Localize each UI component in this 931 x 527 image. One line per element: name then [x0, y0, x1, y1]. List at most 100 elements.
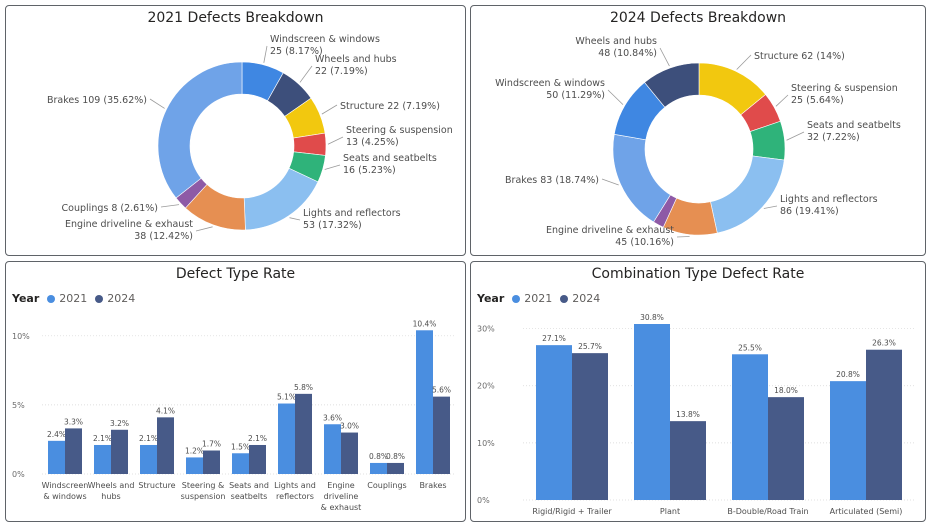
- slice-wheels-and-hubs: [644, 62, 700, 108]
- slice-label-windscreen-windows: Windscreen & windows: [495, 78, 605, 89]
- slice-label-brakes: Brakes 109 (35.62%): [47, 95, 147, 106]
- data-label-2021-windscreen-windows: 2.4%: [47, 430, 66, 439]
- panel-2024-breakdown: 2024 Defects Breakdown Structure 62 (14%…: [470, 5, 926, 256]
- slice-value-steering-suspension: 13 (4.25%): [346, 137, 399, 148]
- y-tick-label: 0%: [12, 470, 25, 479]
- x-tick-label-seats-and-seatbelts: Seats and: [229, 481, 269, 490]
- slice-label-seats-and-seatbelts: Seats and seatbelts: [807, 120, 901, 131]
- bar-2024-plant: [670, 421, 706, 500]
- leader-line-brakes: [601, 178, 619, 186]
- leader-line-lights-and-reflectors: [289, 217, 301, 221]
- bar-2021-plant: [634, 324, 670, 500]
- x-tick-label-windscreen-windows: & windows: [43, 492, 86, 501]
- y-tick-label: 30%: [477, 325, 495, 334]
- bar-2021-steering-suspension: [186, 457, 203, 474]
- leader-line-engine-driveline-exhaust: [676, 236, 690, 238]
- legend-swatch-2024: [95, 294, 104, 303]
- bar-2021-brakes: [416, 330, 433, 474]
- slice-label-structure: Structure 22 (7.19%): [340, 101, 440, 112]
- data-label-2021-seats-and-seatbelts: 1.5%: [231, 442, 250, 451]
- slice-label-steering-suspension: Steering & suspension: [791, 83, 898, 94]
- data-label-2021-wheels-and-hubs: 2.1%: [93, 434, 112, 443]
- legend-label-2021[interactable]: 2021: [59, 292, 88, 305]
- leader-line-engine-driveline-exhaust: [195, 226, 213, 232]
- bar-2021-engine-driveline-exhaust: [324, 424, 341, 474]
- leader-line-wheels-and-hubs: [659, 47, 670, 67]
- slice-label-lights-and-reflectors: Lights and reflectors: [303, 208, 401, 219]
- bar-2024-rigid-rigid-trailer: [572, 353, 608, 500]
- y-tick-label: 10%: [12, 332, 30, 341]
- data-label-2024-structure: 4.1%: [156, 406, 175, 415]
- data-label-2021-lights-and-reflectors: 5.1%: [277, 393, 296, 402]
- x-tick-label-rigid-rigid-trailer: Rigid/Rigid + Trailer: [532, 507, 612, 516]
- slice-label-lights-and-reflectors: Lights and reflectors: [780, 194, 878, 205]
- bar-2024-wheels-and-hubs: [111, 429, 128, 474]
- data-label-2024-lights-and-reflectors: 5.8%: [294, 383, 313, 392]
- data-label-2024-couplings: 0.8%: [386, 452, 405, 461]
- slice-label-steering-suspension: Steering & suspension: [346, 125, 453, 136]
- leader-line-steering-suspension: [775, 94, 789, 107]
- x-tick-label-steering-suspension: Steering &: [182, 481, 225, 490]
- slice-label-wheels-and-hubs: Wheels and hubs: [315, 54, 397, 65]
- leader-line-windscreen-windows: [607, 89, 624, 105]
- x-tick-label-engine-driveline-exhaust: driveline: [324, 492, 359, 501]
- leader-line-windscreen-windows: [263, 45, 268, 63]
- data-label-2024-brakes: 5.6%: [432, 386, 451, 395]
- legend-title: Year: [477, 292, 505, 305]
- bar-2021-couplings: [370, 462, 387, 474]
- slice-label-couplings: Couplings 8 (2.61%): [62, 203, 158, 214]
- panel-defect-type-rate: Defect Type Rate Year 2021 2024 0% 5% 10% 2…: [5, 261, 466, 522]
- slice-label-seats-and-seatbelts: Seats and seatbelts: [343, 153, 437, 164]
- bar-2021-b-double-road-train: [732, 354, 768, 500]
- legend-label-2024[interactable]: 2024: [107, 292, 136, 305]
- data-label-2024-steering-suspension: 1.7%: [202, 440, 221, 449]
- bar-2021-lights-and-reflectors: [278, 403, 295, 474]
- bar-chart-defect-type: 0% 5% 10% 2.4% 3.3% Windscreen & windows 2.1% 3.…: [12, 319, 456, 512]
- x-tick-label-plant: Plant: [660, 507, 680, 516]
- data-label-2024-seats-and-seatbelts: 2.1%: [248, 434, 267, 443]
- leader-line-seats-and-seatbelts: [324, 164, 341, 170]
- y-tick-label: 20%: [477, 382, 495, 391]
- data-label-2021-articulated-semi: 20.8%: [836, 370, 860, 379]
- bar-2021-rigid-rigid-trailer: [536, 345, 572, 500]
- bar-2024-structure: [157, 417, 174, 474]
- legend-label-2024[interactable]: 2024: [572, 292, 601, 305]
- x-tick-label-steering-suspension: suspension: [181, 492, 226, 501]
- slice-value-engine-driveline-exhaust: 45 (10.16%): [615, 237, 674, 248]
- x-tick-label-lights-and-reflectors: Lights and: [274, 481, 316, 490]
- leader-line-brakes: [149, 98, 165, 109]
- data-label-2021-plant: 30.8%: [640, 313, 664, 322]
- slice-value-seats-and-seatbelts: 32 (7.22%): [807, 132, 860, 143]
- data-label-2024-b-double-road-train: 18.0%: [774, 386, 798, 395]
- leader-line-structure: [736, 54, 752, 70]
- chart-title-combination: Combination Type Defect Rate: [591, 266, 805, 282]
- slice-label-brakes: Brakes 83 (18.74%): [505, 175, 599, 186]
- x-tick-label-articulated-semi: Articulated (Semi): [830, 507, 903, 516]
- chart-title-defect-type: Defect Type Rate: [175, 266, 296, 282]
- leader-line-steering-suspension: [327, 136, 344, 145]
- slice-value-engine-driveline-exhaust: 38 (12.42%): [134, 231, 193, 242]
- leader-line-lights-and-reflectors: [763, 205, 778, 209]
- bar-2021-seats-and-seatbelts: [232, 453, 249, 474]
- legend-swatch-2021: [47, 294, 56, 303]
- slice-brakes: [612, 133, 671, 223]
- data-label-2021-steering-suspension: 1.2%: [185, 446, 204, 455]
- slice-value-lights-and-reflectors: 86 (19.41%): [780, 206, 839, 217]
- slice-brakes: [157, 61, 243, 199]
- legend-swatch-2021: [512, 294, 521, 303]
- leader-line-structure: [321, 104, 338, 115]
- bar-2024-couplings: [387, 462, 404, 474]
- leader-line-couplings: [160, 204, 180, 208]
- x-tick-label-windscreen-windows: Windscreen: [42, 481, 89, 490]
- data-label-2021-couplings: 0.8%: [369, 452, 388, 461]
- slice-label-structure: Structure 62 (14%): [754, 51, 845, 62]
- bar-2024-lights-and-reflectors: [295, 393, 312, 474]
- panel-combination-type-rate: Combination Type Defect Rate Year 2021 2…: [470, 261, 926, 522]
- data-label-2024-windscreen-windows: 3.3%: [64, 417, 83, 426]
- x-tick-label-engine-driveline-exhaust: & exhaust: [321, 503, 362, 512]
- legend-label-2021[interactable]: 2021: [524, 292, 553, 305]
- x-tick-label-wheels-and-hubs: hubs: [101, 492, 120, 501]
- slice-label-engine-driveline-exhaust: Engine driveline & exhaust: [65, 219, 193, 230]
- data-label-2021-engine-driveline-exhaust: 3.6%: [323, 413, 342, 422]
